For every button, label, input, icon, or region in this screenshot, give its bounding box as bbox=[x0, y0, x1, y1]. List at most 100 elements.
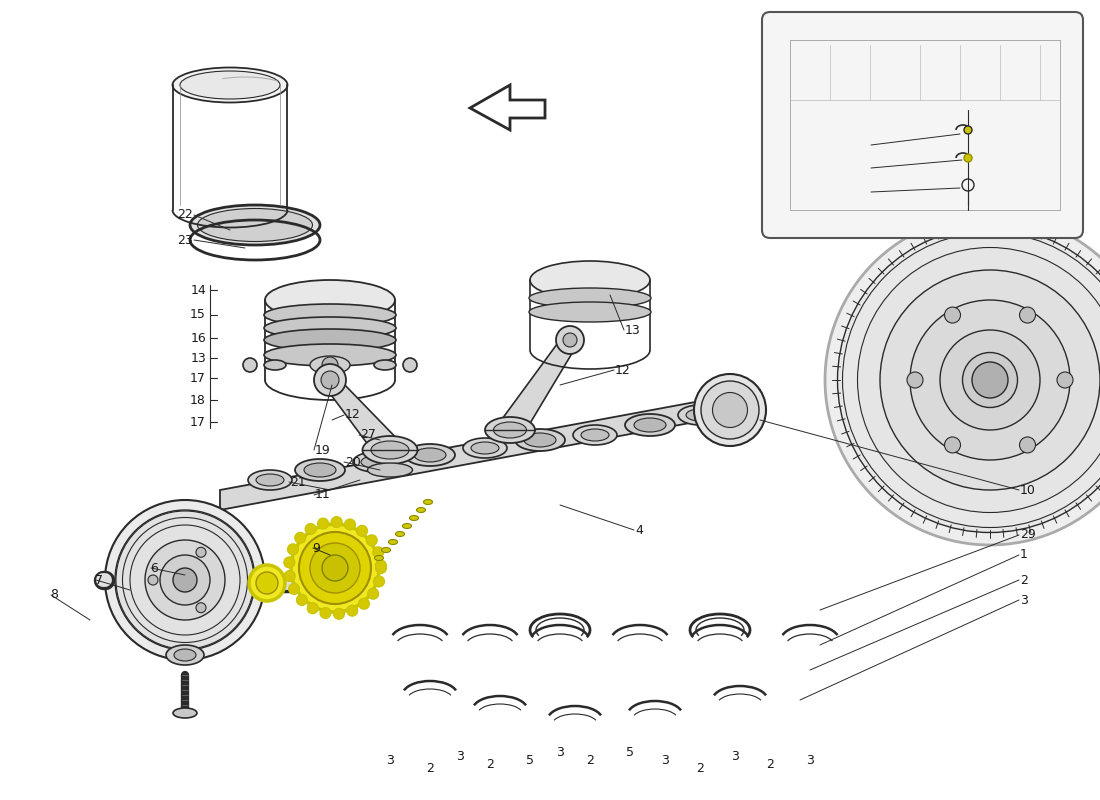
Ellipse shape bbox=[634, 418, 665, 432]
Text: 5: 5 bbox=[626, 746, 634, 758]
Ellipse shape bbox=[962, 353, 1018, 407]
Circle shape bbox=[321, 371, 339, 389]
Ellipse shape bbox=[694, 374, 766, 446]
Ellipse shape bbox=[295, 459, 345, 481]
Ellipse shape bbox=[198, 209, 312, 242]
FancyBboxPatch shape bbox=[762, 12, 1084, 238]
Ellipse shape bbox=[304, 463, 336, 477]
Circle shape bbox=[173, 568, 197, 592]
Ellipse shape bbox=[264, 360, 286, 370]
Ellipse shape bbox=[910, 300, 1070, 460]
Polygon shape bbox=[220, 390, 760, 510]
Ellipse shape bbox=[374, 360, 396, 370]
Ellipse shape bbox=[367, 463, 412, 477]
Text: 11: 11 bbox=[315, 489, 331, 502]
Ellipse shape bbox=[485, 417, 535, 443]
Circle shape bbox=[945, 437, 960, 453]
Text: 3: 3 bbox=[386, 754, 394, 766]
Circle shape bbox=[374, 576, 385, 587]
Circle shape bbox=[322, 357, 338, 373]
Circle shape bbox=[908, 372, 923, 388]
Circle shape bbox=[1057, 372, 1072, 388]
Text: 8: 8 bbox=[50, 589, 58, 602]
Text: 10: 10 bbox=[1020, 483, 1036, 497]
Circle shape bbox=[333, 608, 344, 619]
Text: 2: 2 bbox=[486, 758, 494, 770]
Circle shape bbox=[375, 562, 386, 574]
Circle shape bbox=[305, 523, 316, 534]
Ellipse shape bbox=[625, 414, 675, 436]
Ellipse shape bbox=[713, 393, 748, 427]
Text: 5: 5 bbox=[526, 754, 534, 766]
Ellipse shape bbox=[353, 452, 397, 472]
Ellipse shape bbox=[363, 436, 418, 464]
Text: 13: 13 bbox=[625, 323, 640, 337]
Ellipse shape bbox=[264, 304, 396, 326]
Ellipse shape bbox=[405, 444, 455, 466]
Text: 14: 14 bbox=[190, 283, 206, 297]
Text: 4: 4 bbox=[635, 523, 642, 537]
Circle shape bbox=[346, 605, 358, 616]
Ellipse shape bbox=[494, 422, 527, 438]
Text: 2: 2 bbox=[426, 762, 433, 774]
Circle shape bbox=[284, 557, 295, 568]
Circle shape bbox=[359, 598, 370, 610]
Text: 12: 12 bbox=[615, 363, 630, 377]
Circle shape bbox=[344, 519, 355, 530]
Circle shape bbox=[318, 518, 329, 529]
Circle shape bbox=[373, 546, 384, 558]
Circle shape bbox=[314, 364, 346, 396]
Ellipse shape bbox=[414, 448, 446, 462]
Ellipse shape bbox=[403, 523, 411, 529]
Ellipse shape bbox=[299, 532, 371, 604]
Ellipse shape bbox=[515, 429, 565, 451]
Text: 27: 27 bbox=[360, 429, 376, 442]
Ellipse shape bbox=[529, 302, 651, 322]
Circle shape bbox=[249, 565, 285, 601]
Polygon shape bbox=[320, 380, 408, 450]
Ellipse shape bbox=[104, 500, 265, 660]
Ellipse shape bbox=[524, 433, 556, 447]
Text: 17: 17 bbox=[190, 415, 206, 429]
Text: 12: 12 bbox=[345, 409, 361, 422]
Circle shape bbox=[964, 154, 972, 162]
Text: 16: 16 bbox=[190, 331, 206, 345]
Text: 29: 29 bbox=[1020, 529, 1036, 542]
Ellipse shape bbox=[190, 205, 320, 245]
Text: 17: 17 bbox=[190, 371, 206, 385]
Circle shape bbox=[972, 362, 1008, 398]
Ellipse shape bbox=[180, 71, 280, 99]
Circle shape bbox=[1020, 307, 1035, 323]
Ellipse shape bbox=[310, 543, 360, 593]
Circle shape bbox=[288, 583, 299, 594]
Text: 7: 7 bbox=[95, 574, 103, 586]
Ellipse shape bbox=[310, 356, 350, 374]
Circle shape bbox=[256, 572, 278, 594]
Ellipse shape bbox=[573, 425, 617, 445]
Text: 19: 19 bbox=[315, 443, 331, 457]
Text: 2: 2 bbox=[1020, 574, 1027, 586]
Ellipse shape bbox=[173, 67, 287, 102]
Text: 2: 2 bbox=[586, 754, 594, 766]
Ellipse shape bbox=[837, 227, 1100, 533]
Text: 3: 3 bbox=[661, 754, 669, 766]
Circle shape bbox=[243, 358, 257, 372]
Circle shape bbox=[196, 547, 206, 558]
Ellipse shape bbox=[471, 442, 499, 454]
Circle shape bbox=[320, 607, 331, 618]
Circle shape bbox=[331, 517, 342, 527]
Circle shape bbox=[307, 602, 318, 614]
Ellipse shape bbox=[116, 510, 255, 650]
Circle shape bbox=[295, 532, 306, 543]
Ellipse shape bbox=[581, 429, 609, 441]
Ellipse shape bbox=[417, 507, 426, 513]
Ellipse shape bbox=[248, 470, 292, 490]
Circle shape bbox=[556, 326, 584, 354]
Ellipse shape bbox=[701, 381, 759, 439]
Ellipse shape bbox=[145, 540, 226, 620]
Polygon shape bbox=[494, 340, 580, 430]
Ellipse shape bbox=[160, 555, 210, 605]
Polygon shape bbox=[470, 85, 544, 130]
Text: 24: 24 bbox=[855, 138, 870, 151]
Ellipse shape bbox=[264, 329, 396, 351]
